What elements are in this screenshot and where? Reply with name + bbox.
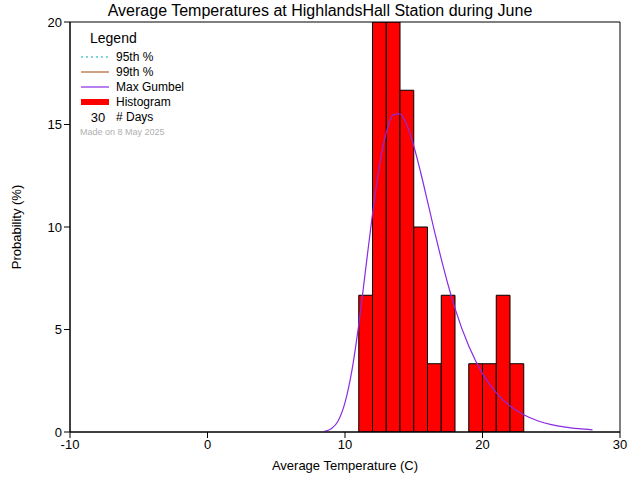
- html-text:30: 30: [90, 109, 106, 125]
- html-text:Made on 8 May 2025: Made on 8 May 2025: [80, 127, 165, 137]
- svg-text:10: 10: [338, 437, 352, 452]
- svg-text:Average Temperature (C): Average Temperature (C): [272, 458, 418, 473]
- svg-text:Probability (%): Probability (%): [9, 185, 24, 270]
- svg-text:15: 15: [48, 117, 62, 132]
- html-text:95th %: 95th %: [116, 49, 154, 64]
- html-text:Max Gumbel: Max Gumbel: [116, 79, 184, 94]
- svg-text:-10: -10: [61, 437, 80, 452]
- svg-text:20: 20: [48, 15, 62, 30]
- svg-text:0: 0: [204, 437, 211, 452]
- svg-text:0: 0: [55, 425, 62, 440]
- svg-text:20: 20: [475, 437, 489, 452]
- html-text:Average Temperatures at Highla: Average Temperatures at HighlandsHall St…: [107, 2, 533, 19]
- html-text:# Days: # Days: [116, 110, 154, 124]
- html-text:99th %: 99th %: [116, 64, 154, 79]
- svg-text:10: 10: [48, 220, 62, 235]
- html-text:Legend: Legend: [90, 30, 137, 46]
- svg-text:30: 30: [613, 437, 627, 452]
- html-text:Histogram: Histogram: [116, 94, 171, 109]
- svg-text:5: 5: [55, 322, 62, 337]
